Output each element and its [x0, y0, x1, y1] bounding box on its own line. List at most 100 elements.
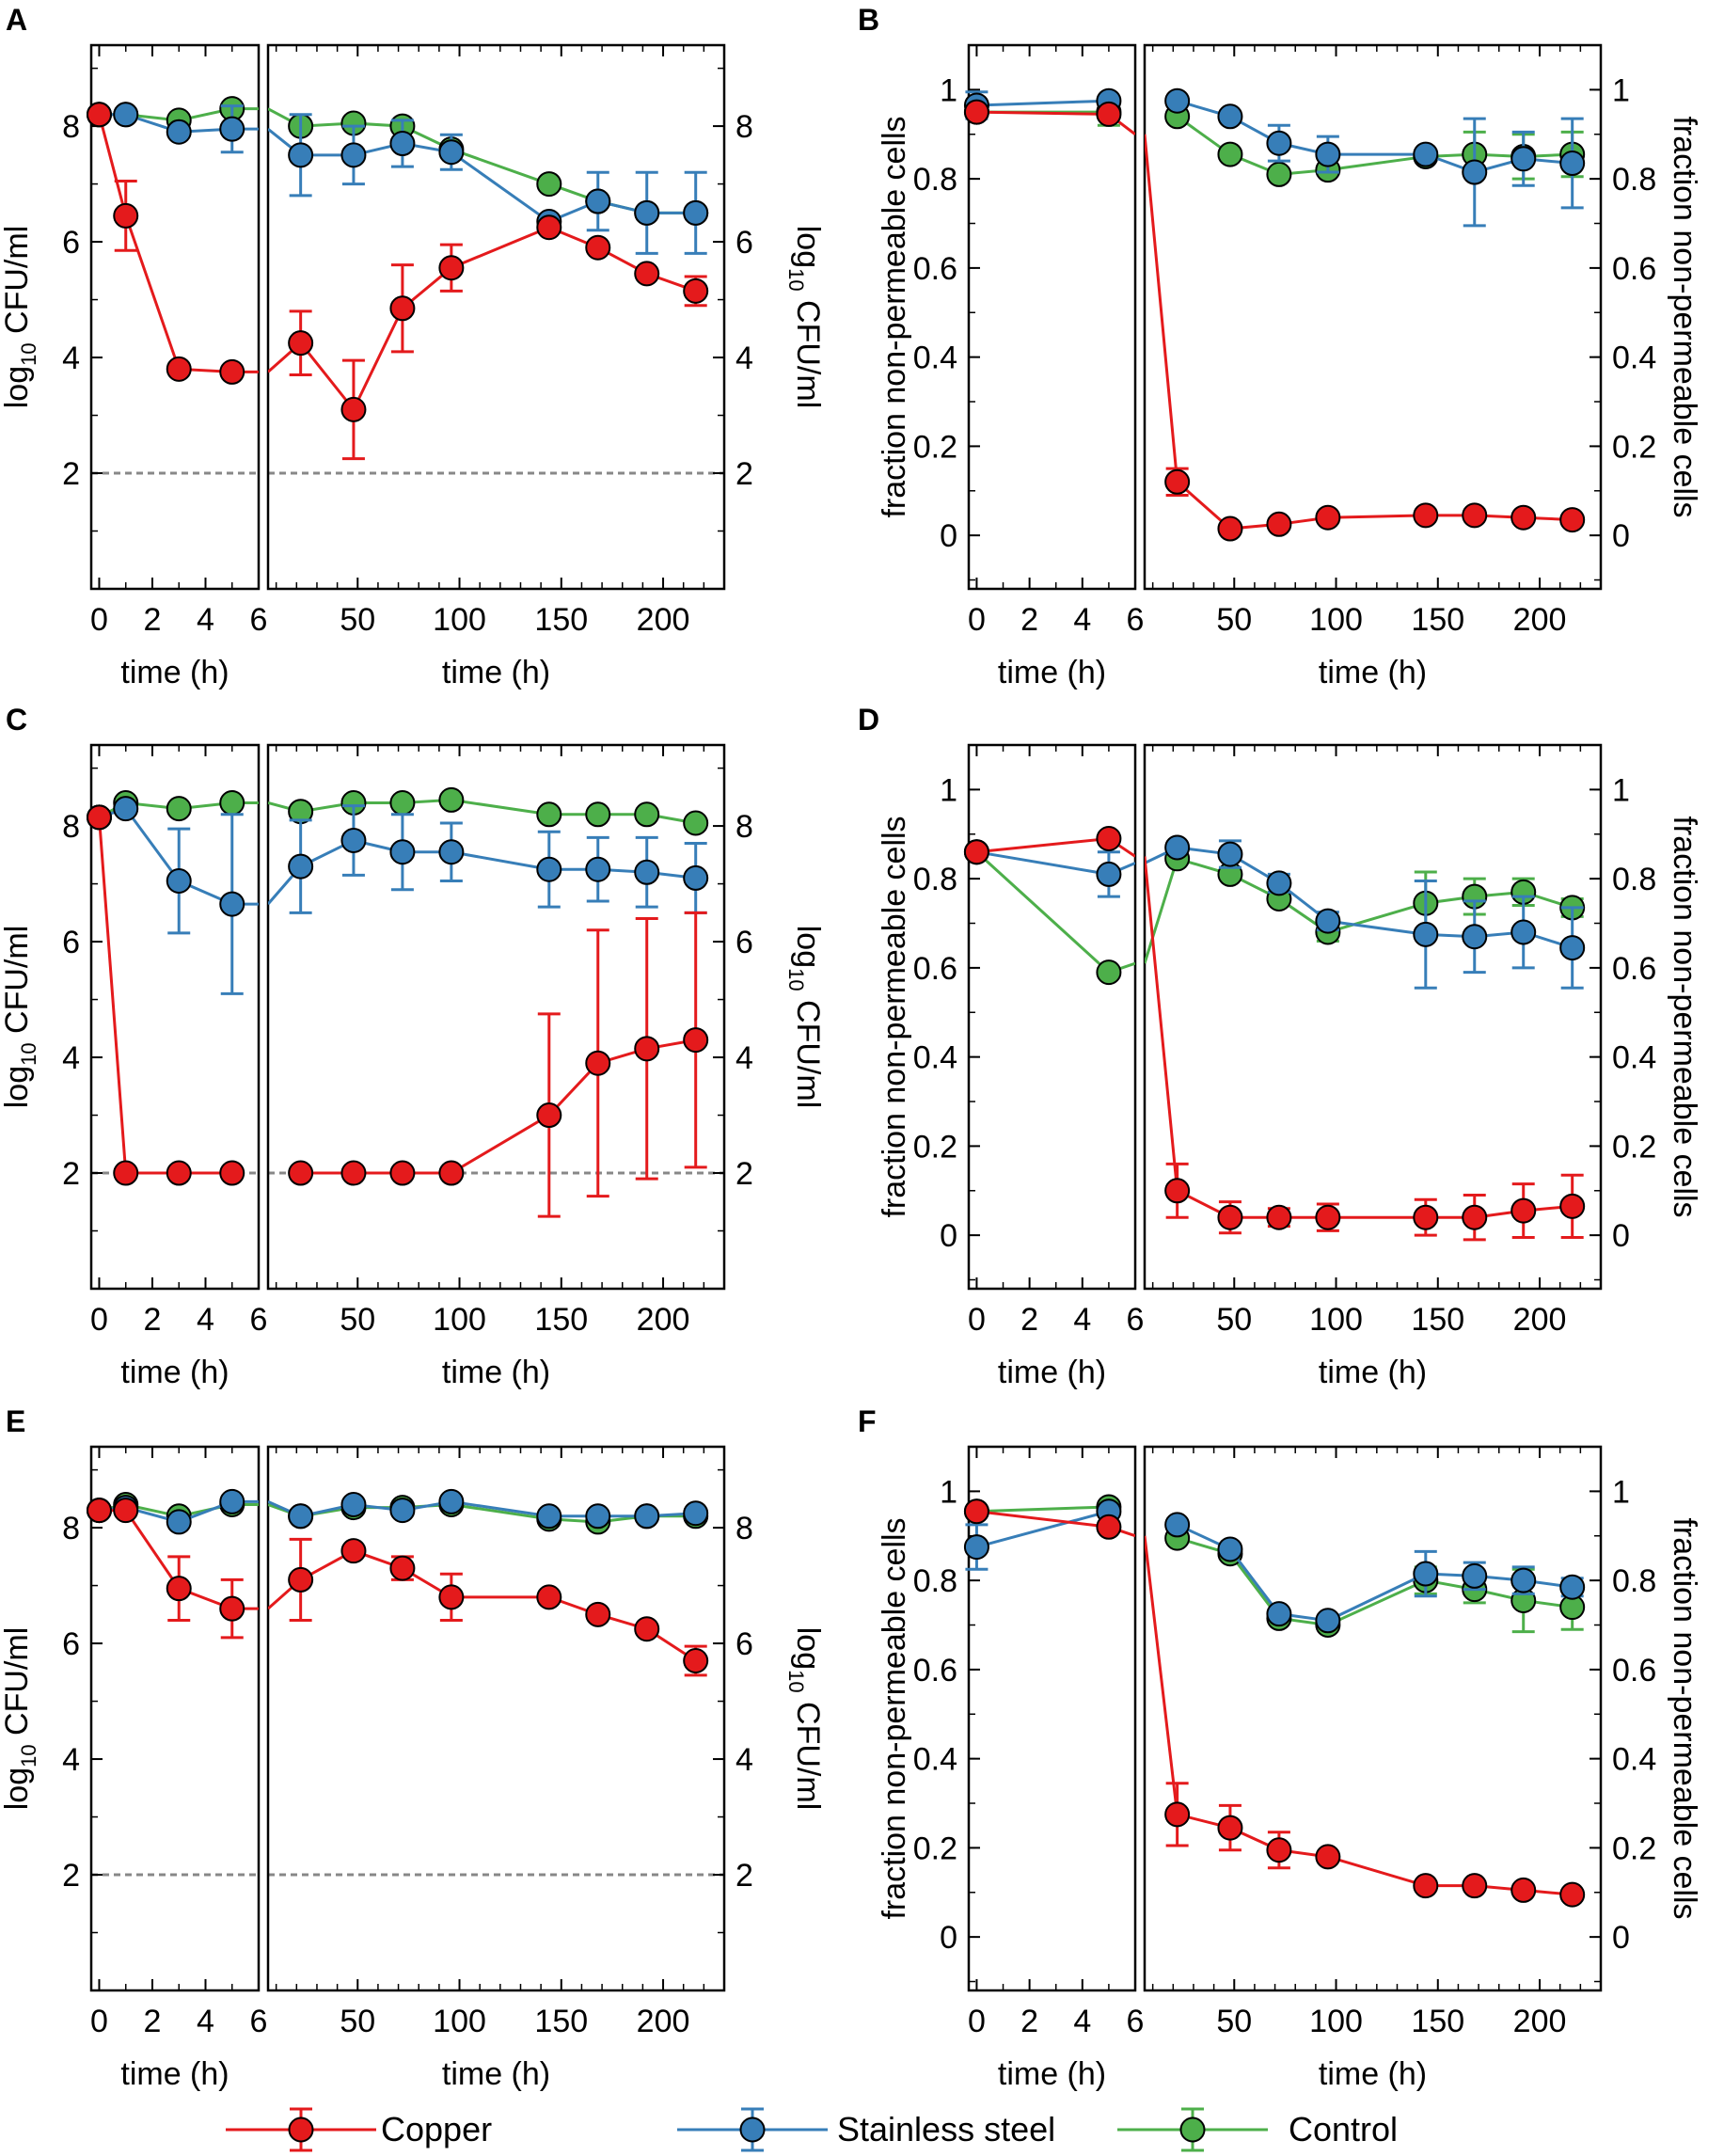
- y-tick-label: 8: [62, 809, 80, 845]
- x-tick-label: 200: [637, 1302, 690, 1338]
- y-axis-label-right: log10 CFU/ml: [784, 926, 826, 1109]
- x-tick-label: 4: [197, 2004, 214, 2039]
- x-tick-label: 2: [1020, 2004, 1038, 2039]
- data-point: [288, 142, 314, 168]
- x-axis-label: time (h): [442, 2056, 550, 2092]
- legend-label: Control: [1289, 2110, 1398, 2148]
- x-tick-label: 6: [250, 602, 268, 638]
- y-tick-label: 2: [735, 1156, 753, 1192]
- series-line: [268, 838, 696, 906]
- data-point: [585, 801, 611, 828]
- series-line: [268, 107, 696, 214]
- y-axis-label-left: fraction non-permeable cells: [877, 116, 912, 517]
- panel-label: D: [858, 703, 879, 737]
- data-point: [536, 1584, 562, 1610]
- data-point: [166, 1576, 192, 1602]
- data-point: [1559, 1193, 1586, 1219]
- data-point: [438, 139, 465, 166]
- data-point: [1217, 141, 1243, 167]
- series-line: [268, 798, 696, 825]
- legend-item-steel: Stainless steel: [677, 2107, 1055, 2152]
- x-tick-label: 0: [90, 1302, 108, 1338]
- data-point: [389, 295, 416, 322]
- y-tick-label: 8: [62, 109, 80, 145]
- y-axis-label-left-text: fraction non-permeable cells: [877, 816, 912, 1217]
- data-point: [1559, 1881, 1586, 1908]
- x-tick-label: 50: [340, 602, 375, 638]
- data-point: [288, 330, 314, 357]
- data-point: [438, 1488, 465, 1514]
- x-tick-label: 200: [637, 2004, 690, 2039]
- data-point: [1096, 825, 1122, 851]
- panel-b: B0 00.2 0.20.4 0.40.6 0.60.8 0.81 10 2 4 6 50 100 15…: [858, 3, 1702, 690]
- y-tick-label: 0.8: [913, 1563, 957, 1599]
- x-tick-label: 150: [1411, 602, 1464, 638]
- series-copper: [86, 804, 709, 1218]
- panel-label: C: [6, 703, 27, 737]
- x-tick-label: 50: [1216, 602, 1252, 638]
- data-point: [963, 839, 989, 865]
- data-point: [1217, 1536, 1243, 1562]
- axes-frame-long: [1143, 43, 1603, 591]
- series-line: [1145, 856, 1574, 964]
- x-tick-label: 50: [340, 1302, 375, 1338]
- x-tick-label: 100: [1309, 2004, 1363, 2039]
- axes-frame-short: [967, 43, 1137, 591]
- data-point: [389, 1555, 416, 1581]
- data-point: [389, 789, 416, 816]
- data-point: [438, 786, 465, 813]
- data-point: [113, 796, 139, 822]
- data-point: [219, 789, 245, 816]
- data-point: [683, 810, 709, 836]
- data-point: [340, 1538, 367, 1564]
- data-point: [1164, 468, 1191, 495]
- legend-item-control: Control: [1117, 2107, 1398, 2152]
- data-point: [113, 202, 139, 229]
- y-axis-label-right-text: log10 CFU/ml: [784, 1627, 826, 1811]
- y-tick-label: 4: [735, 1040, 753, 1076]
- y-axis-label-right: fraction non-permeable cells: [1667, 1517, 1702, 1919]
- y-tick-label: 6: [62, 1626, 80, 1662]
- data-point: [683, 1648, 709, 1674]
- y-axis-label-left-text: fraction non-permeable cells: [877, 116, 912, 517]
- y-tick-label: 0.2: [1612, 429, 1656, 465]
- series-copper: [86, 102, 709, 461]
- data-point: [1164, 87, 1191, 114]
- y-axis-label-right-text: log10 CFU/ml: [784, 226, 826, 409]
- x-tick-label: 200: [1513, 2004, 1567, 2039]
- series-line: [1145, 134, 1573, 531]
- y-tick-label: 0.6: [1612, 1653, 1656, 1688]
- data-point: [536, 1102, 562, 1129]
- x-tick-label: 2: [1020, 602, 1038, 638]
- y-axis-label-left: log10 CFU/ml: [0, 1627, 40, 1811]
- data-point: [86, 804, 112, 831]
- data-point: [634, 199, 660, 226]
- y-tick-label: 8: [735, 1511, 753, 1546]
- y-axis-label-left: fraction non-permeable cells: [877, 1517, 912, 1919]
- y-tick-label: 8: [62, 1511, 80, 1546]
- panel-f: F0 00.2 0.20.4 0.40.6 0.60.8 0.81 10 2 4 6 50 100 15…: [858, 1404, 1702, 2092]
- data-point: [389, 1160, 416, 1186]
- data-point: [1096, 1514, 1122, 1540]
- x-tick-label: 50: [1216, 1302, 1252, 1338]
- y-tick-label: 0.6: [913, 251, 957, 287]
- data-point: [1510, 919, 1537, 945]
- y-axis-label-left-text: fraction non-permeable cells: [877, 1517, 912, 1919]
- x-tick-label: 4: [197, 602, 214, 638]
- data-point: [86, 1498, 112, 1524]
- data-point: [536, 856, 562, 882]
- data-point: [1164, 1178, 1191, 1204]
- x-tick-label: 100: [433, 2004, 486, 2039]
- x-tick-label: 6: [1127, 602, 1145, 638]
- x-tick-label: 200: [1513, 602, 1567, 638]
- x-tick-label: 6: [250, 2004, 268, 2039]
- data-point: [1462, 1562, 1488, 1589]
- data-point: [1266, 1601, 1292, 1627]
- data-point: [1462, 1204, 1488, 1230]
- legend-label: Copper: [381, 2110, 492, 2148]
- data-point: [963, 1534, 989, 1561]
- y-tick-label: 1: [1612, 1474, 1630, 1510]
- x-tick-label: 100: [433, 602, 486, 638]
- y-axis-label-right-text: log10 CFU/ml: [784, 926, 826, 1109]
